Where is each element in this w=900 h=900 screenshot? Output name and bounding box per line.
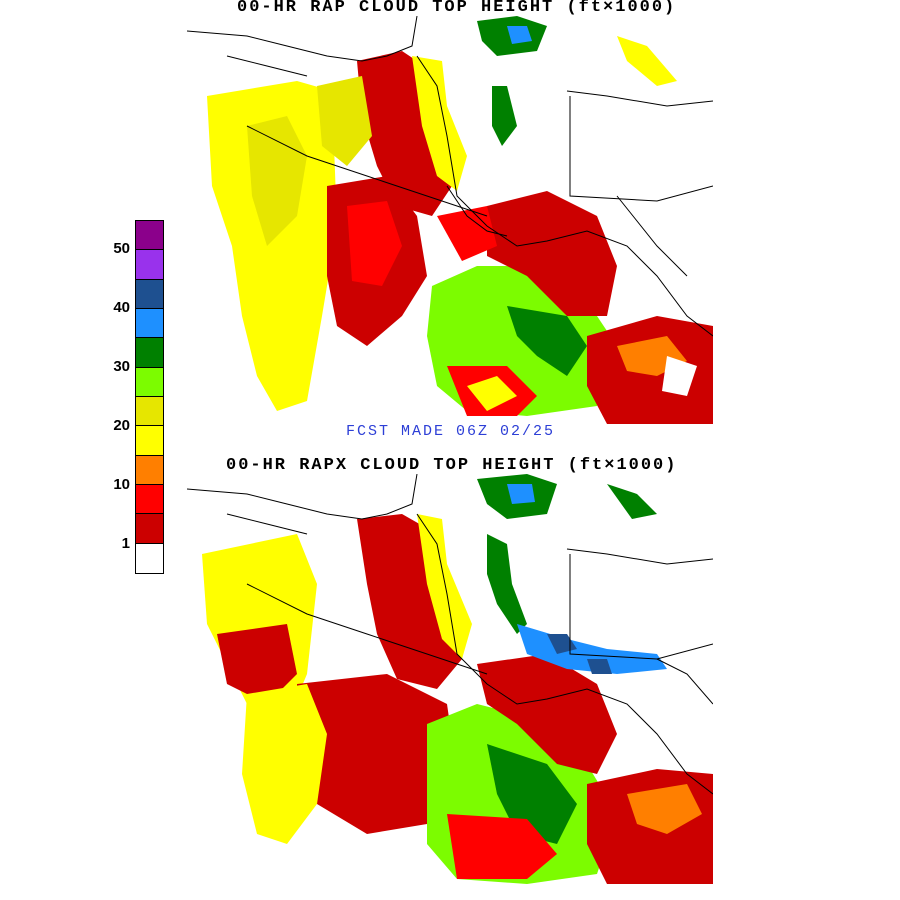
legend-swatch-4 bbox=[136, 338, 163, 368]
legend-swatch-1 bbox=[136, 250, 163, 280]
legend-swatch-2 bbox=[136, 279, 163, 309]
legend-label-20: 20 bbox=[113, 417, 130, 434]
legend-color-bar bbox=[135, 220, 164, 574]
legend-label-10: 10 bbox=[113, 476, 130, 493]
legend-swatch-9 bbox=[136, 484, 163, 515]
legend-swatch-7 bbox=[136, 426, 163, 456]
legend-swatch-10 bbox=[136, 514, 163, 544]
legend-swatch-6 bbox=[136, 396, 163, 427]
legend-swatch-8 bbox=[136, 455, 163, 485]
legend-swatch-5 bbox=[136, 367, 163, 397]
legend-label-50: 50 bbox=[113, 240, 130, 257]
color-legend: 50 40 30 20 10 1 bbox=[100, 220, 164, 574]
legend-label-40: 40 bbox=[113, 299, 130, 316]
legend-swatch-0 bbox=[136, 221, 163, 251]
bottom-cloud-top-map bbox=[187, 474, 713, 884]
forecast-made-label: FCST MADE 06Z 02/25 bbox=[346, 423, 556, 440]
legend-swatch-3 bbox=[136, 308, 163, 339]
legend-label-30: 30 bbox=[113, 358, 130, 375]
top-panel-title: 00-HR RAP CLOUD TOP HEIGHT (ft×1000) bbox=[237, 0, 677, 17]
bottom-panel-title: 00-HR RAPX CLOUD TOP HEIGHT (ft×1000) bbox=[226, 456, 678, 475]
legend-swatch-11 bbox=[136, 543, 163, 573]
bottom-map-canvas bbox=[187, 474, 713, 884]
top-cloud-top-map bbox=[187, 16, 713, 424]
top-map-canvas bbox=[187, 16, 713, 424]
legend-label-1: 1 bbox=[121, 535, 130, 552]
